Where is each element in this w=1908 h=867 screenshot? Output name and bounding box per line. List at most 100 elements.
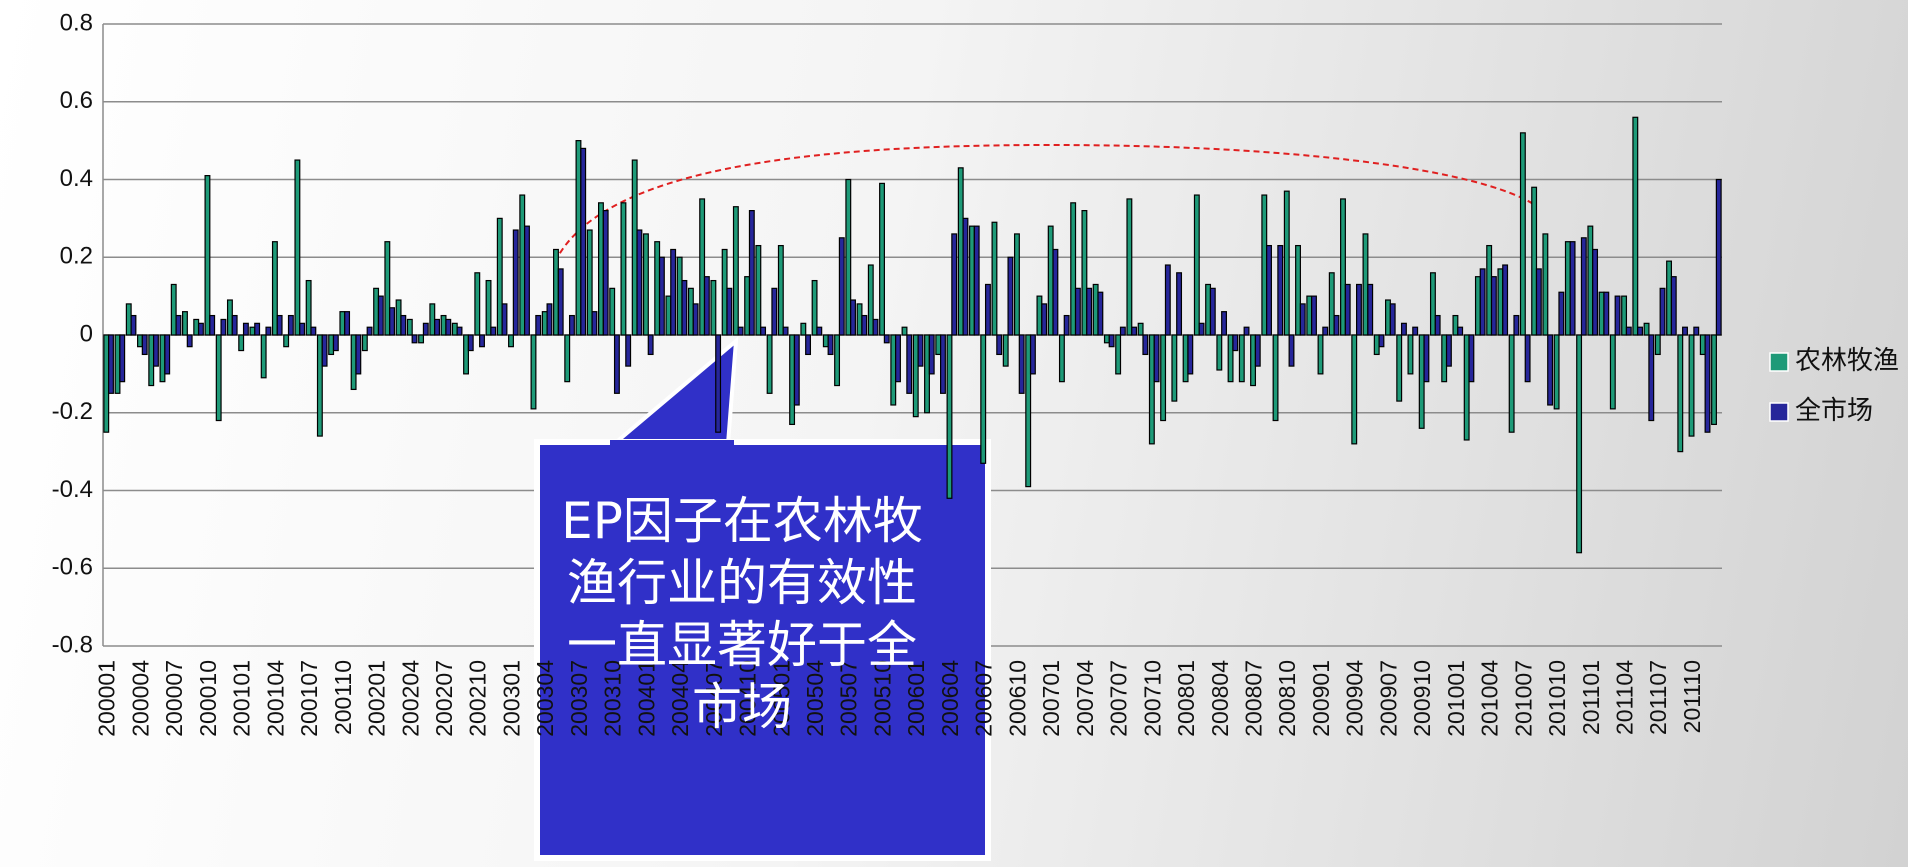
bar: [845, 178, 852, 336]
bar: [193, 318, 200, 336]
bar: [1423, 334, 1430, 383]
bar: [463, 334, 469, 375]
bar: [1074, 287, 1081, 336]
bar: [1502, 264, 1509, 336]
bar: [755, 244, 762, 336]
bar: [1682, 326, 1688, 336]
bar: [1637, 326, 1643, 336]
bar: [344, 311, 351, 336]
bar: [1362, 233, 1369, 336]
bar: [1047, 225, 1054, 336]
highlight-ellipse: [554, 143, 1536, 263]
bar: [872, 318, 879, 336]
x-tick-label: 200001: [94, 660, 120, 737]
bar: [946, 334, 953, 499]
bar: [254, 322, 261, 336]
bar: [377, 295, 384, 336]
x-tick-label: 200504: [802, 660, 828, 737]
bar: [1418, 334, 1425, 429]
x-tick-label: 200201: [364, 660, 390, 737]
bar: [1198, 322, 1205, 336]
bar: [1569, 241, 1576, 336]
bar: [1553, 334, 1560, 410]
bar: [1243, 326, 1250, 336]
bar: [1119, 326, 1126, 336]
x-tick-label: 201107: [1645, 660, 1671, 735]
bar: [1029, 334, 1036, 375]
bar: [530, 334, 537, 410]
x-tick-label: 200910: [1409, 660, 1435, 737]
bar: [1463, 334, 1470, 441]
bar: [1131, 326, 1138, 336]
bar: [411, 334, 418, 344]
bar: [535, 314, 542, 336]
bar: [1412, 326, 1419, 336]
bar: [512, 229, 519, 336]
x-tick-label: 201110: [1679, 660, 1705, 733]
bar: [479, 334, 485, 348]
bar: [238, 334, 245, 352]
y-tick-label: 0.8: [60, 9, 93, 36]
bar: [287, 314, 294, 336]
bar: [1041, 303, 1048, 336]
bar: [355, 334, 362, 375]
bar: [805, 334, 812, 356]
bar: [1385, 299, 1391, 336]
callout-pointer: [612, 336, 739, 446]
bar: [220, 318, 227, 336]
bar: [879, 182, 885, 336]
bar: [867, 264, 874, 336]
legend-label: 全市场: [1795, 395, 1873, 425]
bar: [1389, 303, 1396, 336]
bar: [1407, 334, 1414, 375]
x-tick-label: 200307: [566, 660, 592, 737]
bar: [1592, 248, 1599, 336]
bar: [1295, 244, 1301, 336]
bar: [215, 334, 222, 422]
bar: [231, 314, 238, 336]
x-tick-label: 200104: [262, 660, 288, 737]
x-tick-label: 200410: [735, 660, 761, 737]
bar: [1266, 244, 1272, 336]
bar: [339, 311, 346, 336]
bar: [991, 221, 998, 336]
bar: [1081, 210, 1088, 336]
bar: [152, 334, 159, 367]
bar: [350, 334, 357, 391]
bar: [1216, 334, 1223, 371]
bar: [400, 314, 407, 336]
bar: [1666, 260, 1673, 336]
bar: [861, 314, 868, 336]
bar: [1356, 283, 1362, 336]
bar: [148, 334, 155, 387]
x-tick-label: 200507: [836, 660, 862, 737]
bar: [1564, 241, 1571, 336]
x-tick-label: 200704: [1072, 660, 1098, 737]
bar: [524, 225, 530, 336]
bar: [692, 303, 699, 336]
bar: [119, 334, 126, 383]
x-tick-label: 200810: [1274, 660, 1300, 737]
bar: [103, 334, 110, 433]
bar: [1277, 244, 1284, 336]
bar: [1025, 334, 1032, 488]
bar: [642, 233, 649, 336]
bar: [283, 334, 290, 348]
bar: [276, 314, 283, 336]
bar: [1205, 283, 1212, 336]
bar: [1715, 178, 1722, 336]
bar: [1693, 326, 1700, 336]
bar: [654, 241, 661, 336]
bar: [1396, 334, 1403, 402]
y-tick-label: 0.4: [60, 165, 93, 192]
bar: [748, 210, 755, 336]
bar: [1058, 334, 1065, 383]
bar: [1659, 287, 1666, 336]
x-tick-label: 200110: [330, 660, 356, 735]
bar: [451, 322, 458, 336]
bar: [1063, 314, 1070, 336]
bar: [1468, 334, 1475, 383]
x-tick-label: 200204: [397, 660, 423, 737]
bar: [299, 322, 306, 336]
x-tick-label: 200501: [768, 660, 794, 737]
